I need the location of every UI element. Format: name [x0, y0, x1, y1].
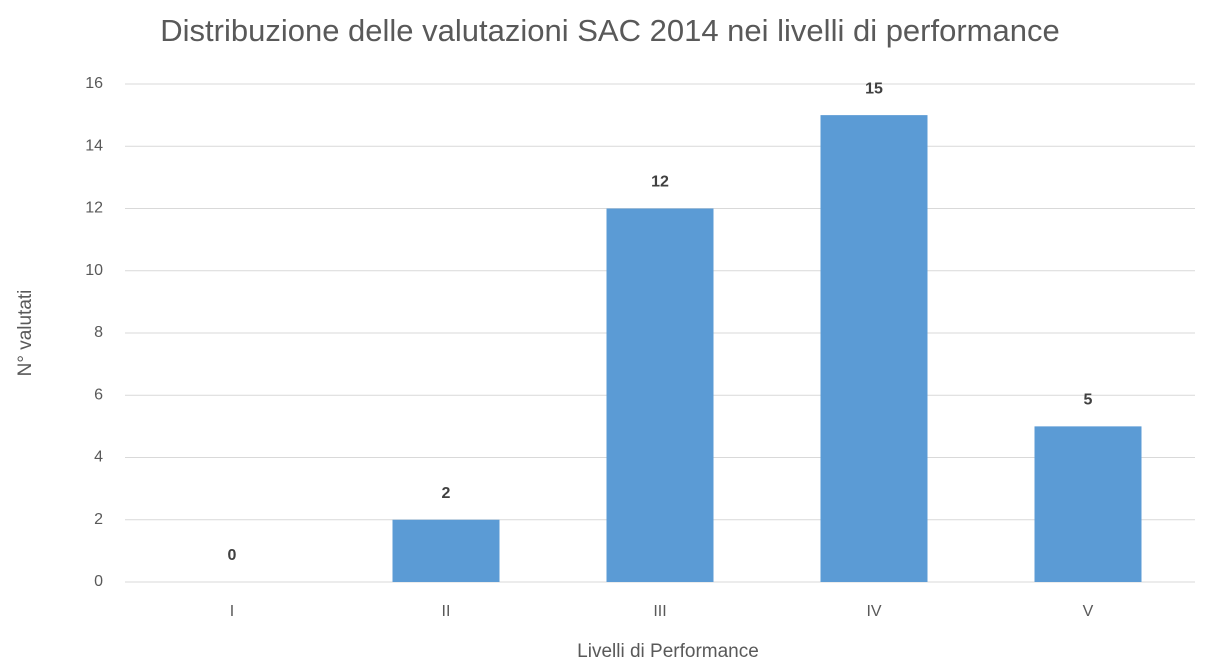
value-label: 15 [865, 80, 883, 97]
x-tick-label: III [653, 603, 666, 620]
bar [606, 208, 714, 582]
y-tick-label: 16 [85, 75, 103, 92]
x-tick-label: I [230, 603, 234, 620]
y-tick-label: 6 [94, 386, 103, 403]
value-label: 12 [651, 174, 669, 191]
x-tick-label: II [442, 603, 451, 620]
bar [392, 519, 500, 582]
x-tick-label: V [1083, 603, 1094, 620]
y-tick-label: 14 [85, 137, 103, 154]
x-tick-label: IV [866, 603, 881, 620]
bar [1034, 426, 1142, 582]
y-axis-label: N° valutati [15, 290, 36, 377]
bar [820, 115, 928, 582]
value-label: 0 [228, 547, 237, 564]
y-tick-label: 10 [85, 262, 103, 279]
y-tick-label: 0 [94, 573, 103, 590]
value-label: 5 [1084, 392, 1093, 409]
y-tick-label: 8 [94, 324, 103, 341]
chart-title: Distribuzione delle valutazioni SAC 2014… [160, 13, 1059, 48]
y-tick-label: 2 [94, 511, 103, 528]
x-axis-label: Livelli di Performance [577, 641, 759, 662]
value-label: 2 [442, 485, 451, 502]
y-tick-label: 4 [94, 449, 103, 466]
y-tick-label: 12 [85, 200, 103, 217]
